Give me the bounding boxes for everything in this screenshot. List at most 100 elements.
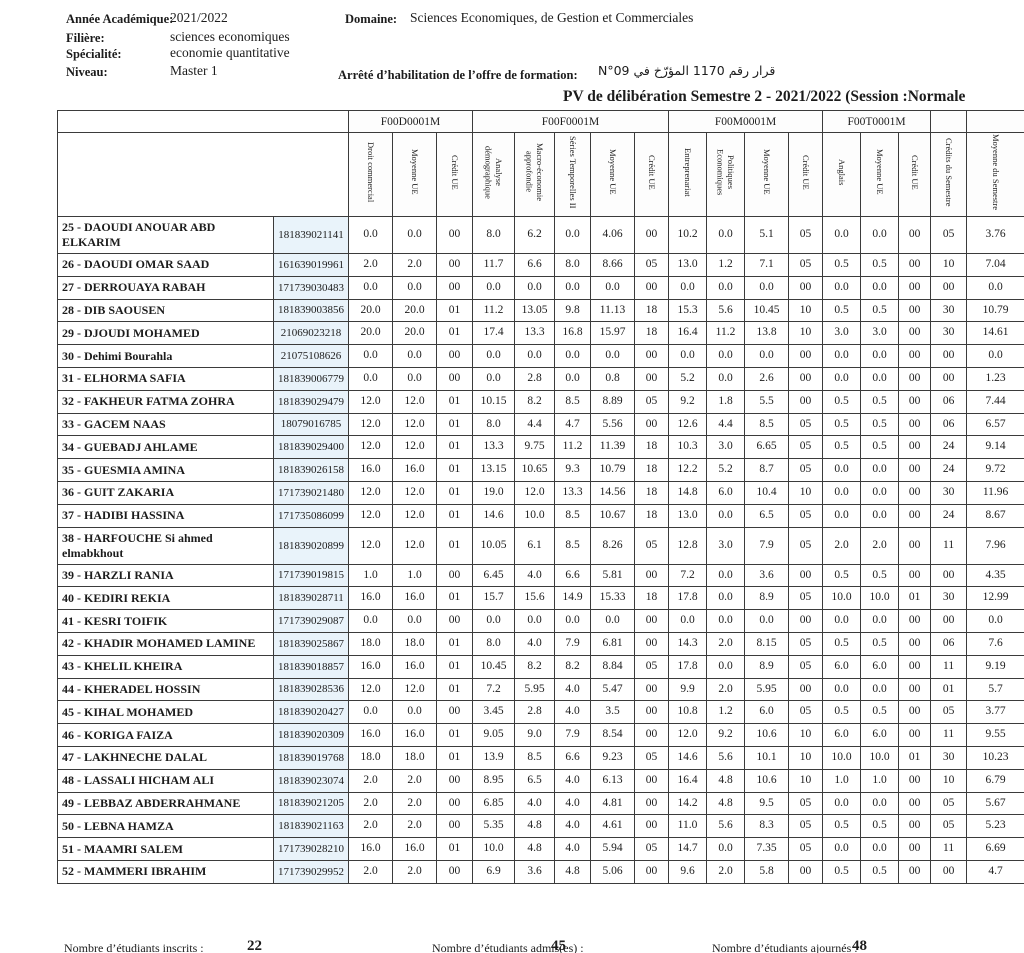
grade-cell: 5.81 <box>590 563 636 588</box>
grade-cell: 05 <box>788 654 824 679</box>
grade-cell: 05 <box>634 389 670 414</box>
grade-cell: 8.54 <box>590 723 636 747</box>
student-name: 44 - KHERADEL HOSSIN <box>57 677 274 702</box>
grade-cell: 05 <box>930 700 968 725</box>
grade-cell: 3.77 <box>966 700 1024 725</box>
grade-cell: 8.15 <box>744 631 790 656</box>
grade-cell: 4.0 <box>514 563 556 588</box>
grade-cell: 10 <box>930 253 968 277</box>
grade-cell: 10 <box>788 723 824 747</box>
grade-cell: 13.0 <box>668 503 708 528</box>
grade-cell: 00 <box>788 344 824 368</box>
column-header: Crédit UE <box>788 132 824 217</box>
grade-cell: 0.0 <box>744 609 790 633</box>
footer-stat-value: 22 <box>247 938 262 953</box>
grade-cell: 9.14 <box>966 435 1024 460</box>
grade-cell: 0.5 <box>822 298 862 323</box>
niveau-value: Master 1 <box>170 63 218 78</box>
student-row: 38 - HARFOUCHE Si ahmed elmabkhout 181839… <box>57 526 1024 565</box>
column-header-label: Droit commercial <box>365 141 376 203</box>
column-header-label: Moyenne UE <box>409 149 420 195</box>
grade-cell: 6.6 <box>554 563 592 588</box>
grade-cell: 6.13 <box>590 768 636 793</box>
grade-cell: 0.0 <box>392 275 437 300</box>
grade-cell: 9.3 <box>554 458 592 482</box>
grade-cell: 0.0 <box>392 609 437 633</box>
grade-cell: 8.2 <box>514 389 556 414</box>
grade-cell: 0.0 <box>860 791 900 816</box>
filiere-value: sciences economiques <box>170 29 290 44</box>
filiere-label: Filière: <box>66 31 105 45</box>
footer-stat-label: Nombre d’étudiants admis(es) : <box>432 941 584 953</box>
student-matricule: 171739029952 <box>273 859 349 884</box>
grade-cell: 3.0 <box>860 321 900 346</box>
student-name: 51 - MAAMRI SALEM <box>57 837 274 861</box>
student-row: 52 - MAMMERI IBRAHIM 171739029952 2.0 2.0 00… <box>57 859 1024 884</box>
column-header: Moyenne UE <box>860 132 900 217</box>
grade-cell: 00 <box>634 366 670 391</box>
grade-cell: 0.5 <box>860 435 900 460</box>
grade-cell: 6.5 <box>744 503 790 528</box>
grade-cell: 17.8 <box>668 586 708 611</box>
column-header-label: Politiques Economiques <box>715 148 737 196</box>
grade-cell: 7.6 <box>966 631 1024 656</box>
arrete-value: قرار رقم 1170 المؤرّخ في N°09 <box>598 63 776 78</box>
grade-cell: 00 <box>898 859 932 884</box>
grade-cell: 7.44 <box>966 389 1024 414</box>
grade-cell: 0.5 <box>860 859 900 884</box>
grade-cell: 6.0 <box>860 723 900 747</box>
grade-cell: 00 <box>634 563 670 588</box>
grade-cell: 00 <box>898 275 932 300</box>
grade-cell: 0.0 <box>822 609 862 633</box>
grade-cell: 00 <box>788 677 824 702</box>
grade-cell: 0.5 <box>860 563 900 588</box>
grade-cell: 10.6 <box>744 723 790 747</box>
grade-cell: 10.0 <box>514 503 556 528</box>
grade-cell: 11.13 <box>590 298 636 323</box>
grade-cell: 8.95 <box>472 768 516 793</box>
student-row: 28 - DIB SAOUSEN 181839003856 20.0 20.0 01 11… <box>57 298 1024 323</box>
grade-cell: 00 <box>634 700 670 725</box>
grade-cell: 11 <box>930 654 968 679</box>
grade-cell: 10.15 <box>472 389 516 414</box>
grade-cell: 01 <box>435 654 474 679</box>
grade-cell: 11.7 <box>472 253 516 277</box>
grade-cell: 12.0 <box>392 412 437 437</box>
grade-cell: 05 <box>634 526 670 565</box>
grade-cell: 12.0 <box>348 480 393 505</box>
grade-cell: 6.65 <box>744 435 790 460</box>
grade-cell: 0.0 <box>706 344 746 368</box>
grade-cell: 05 <box>930 791 968 816</box>
grade-cell: 0.5 <box>822 631 862 656</box>
grade-cell: 12.2 <box>668 458 708 482</box>
grade-cell: 7.9 <box>554 631 592 656</box>
grade-cell: 6.0 <box>706 480 746 505</box>
grade-cell: 0.0 <box>348 275 393 300</box>
grade-cell: 01 <box>435 837 474 861</box>
footer-stat-label: Nombre d’étudiants ajournés : <box>712 941 858 953</box>
grade-cell: 13.0 <box>668 253 708 277</box>
grade-cell: 12.0 <box>668 723 708 747</box>
grade-cell: 15.6 <box>514 586 556 611</box>
grade-cell: 00 <box>898 700 932 725</box>
grade-cell: 00 <box>788 859 824 884</box>
grade-cell: 15.3 <box>668 298 708 323</box>
ue-group-header: F00M0001M <box>668 110 824 133</box>
grade-cell: 6.57 <box>966 412 1024 437</box>
grade-cell: 16.0 <box>392 458 437 482</box>
grade-cell: 2.8 <box>514 700 556 725</box>
grade-cell: 8.66 <box>590 253 636 277</box>
grade-cell: 4.0 <box>554 700 592 725</box>
grade-cell: 0.0 <box>348 366 393 391</box>
grade-cell: 9.8 <box>554 298 592 323</box>
grade-cell: 05 <box>634 745 670 770</box>
grade-cell: 9.5 <box>744 791 790 816</box>
grade-cell: 0.0 <box>348 344 393 368</box>
grade-cell: 01 <box>435 458 474 482</box>
grade-cell: 00 <box>898 480 932 505</box>
grades-table: F00D0001M F00F0001M F00M0001M F00T0001M Droi… <box>57 110 1024 884</box>
grade-cell: 2.6 <box>744 366 790 391</box>
grade-cell: 8.0 <box>554 253 592 277</box>
grade-cell: 13.3 <box>514 321 556 346</box>
student-matricule: 171735086099 <box>273 503 349 528</box>
